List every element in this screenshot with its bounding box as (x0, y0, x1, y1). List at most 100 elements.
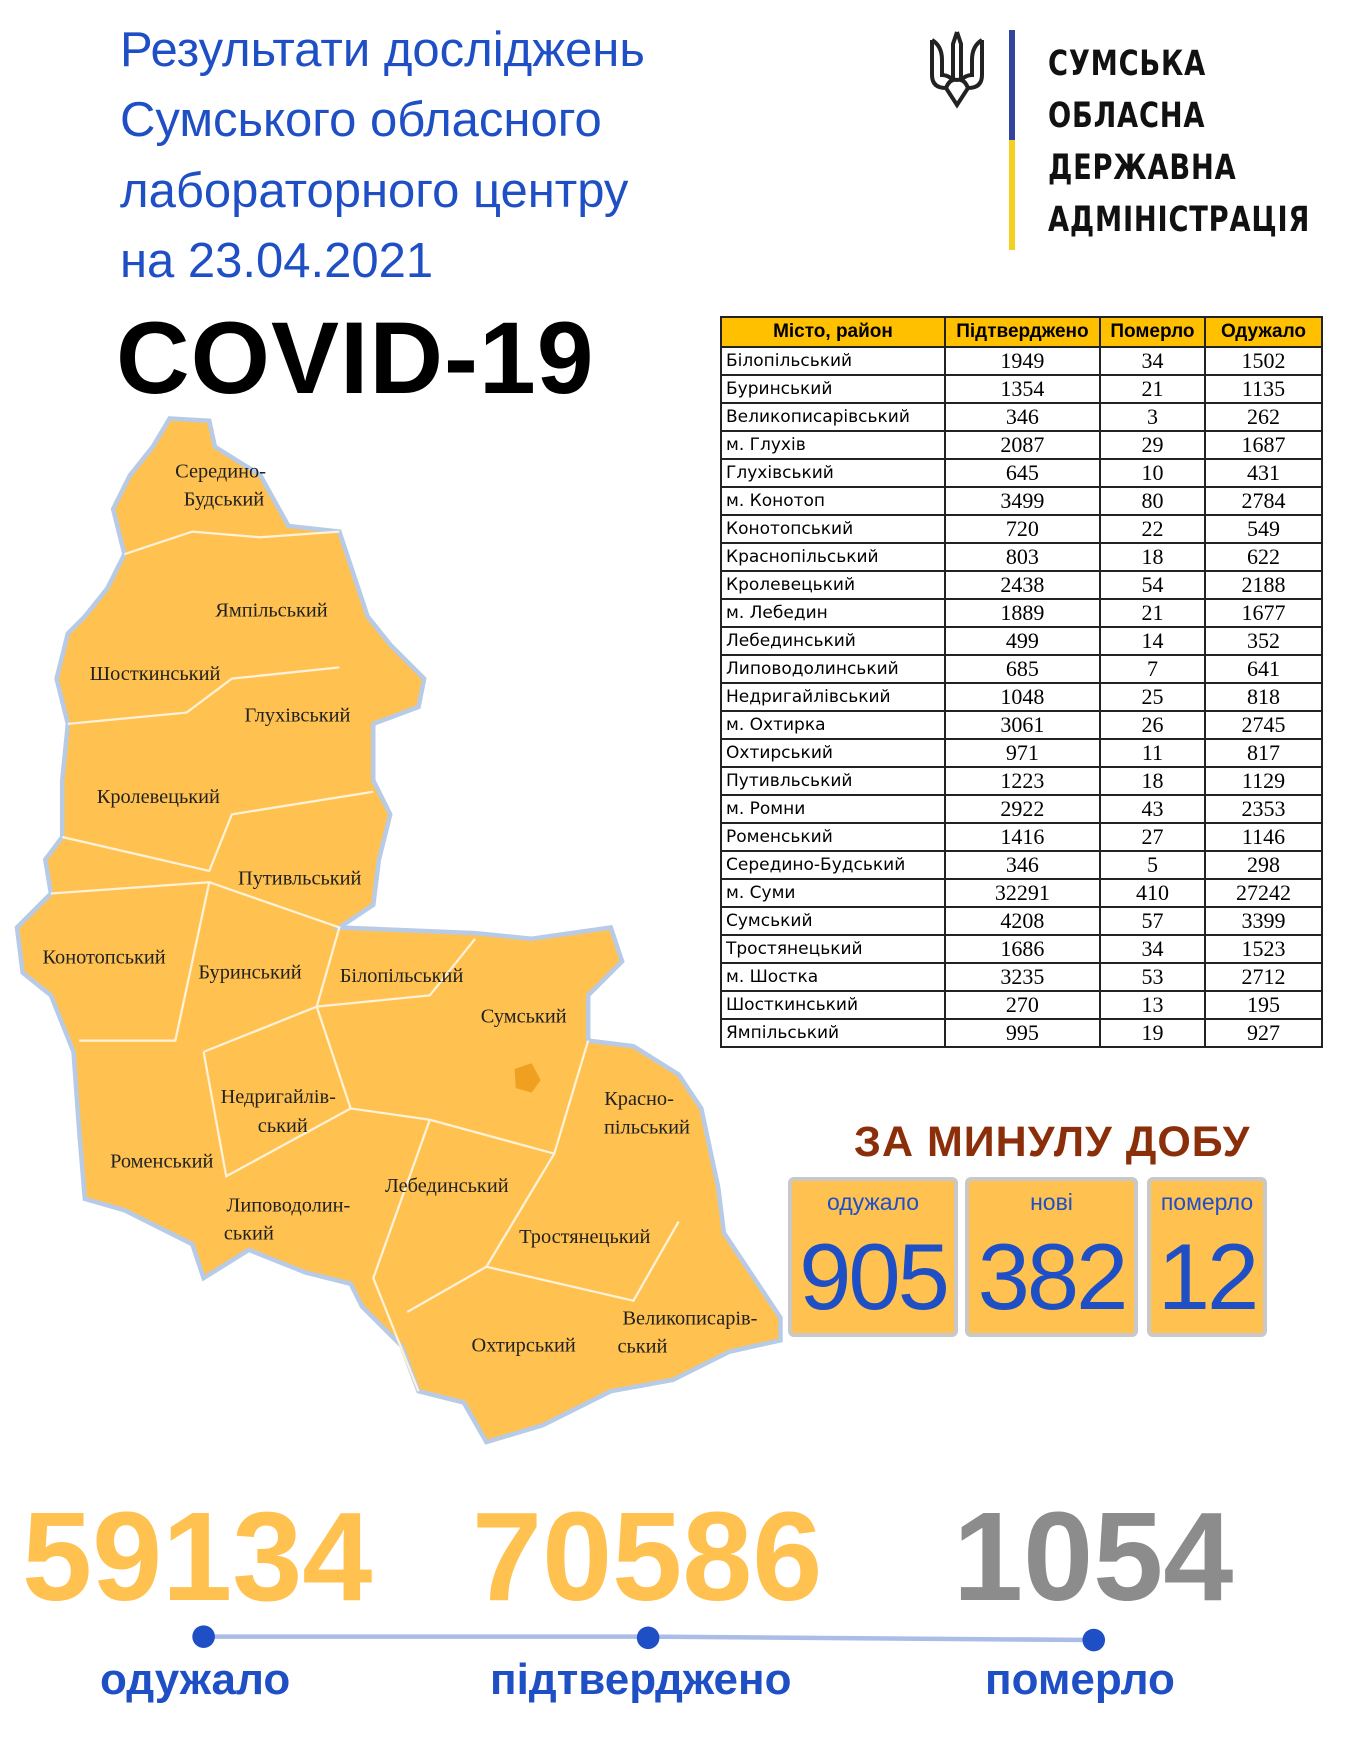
stat-value: 25 (1098, 682, 1206, 712)
stat-value: 2353 (1203, 794, 1324, 824)
district-label: Шосткинський (90, 663, 221, 685)
district-label: ський (258, 1115, 308, 1137)
stat-value: 2438 (943, 570, 1101, 600)
stat-value: 18 (1098, 542, 1206, 572)
table-row: Недригайлівський 1048 25 818 (720, 682, 1324, 712)
column-header: Місто, район (720, 316, 946, 348)
trident-icon (930, 31, 984, 109)
daily-title: ЗА МИНУЛУ ДОБУ (854, 1118, 1251, 1166)
district-name: Роменський (720, 822, 946, 852)
district-name: Липоводолинський (720, 654, 946, 684)
stat-value: 54 (1098, 570, 1206, 600)
stat-value: 27 (1098, 822, 1206, 852)
stat-value: 1949 (943, 346, 1101, 376)
stat-value: 1523 (1203, 934, 1324, 964)
table-header-row: Місто, район Підтверджено Померло Одужало (720, 316, 1324, 348)
box-label: нові (1030, 1189, 1073, 1215)
stat-value: 1129 (1203, 766, 1324, 796)
district-name: м. Глухів (720, 430, 946, 460)
district-name: Сумський (720, 906, 946, 936)
stat-value: 3235 (943, 962, 1101, 992)
stat-value: 352 (1203, 626, 1324, 656)
title-line: Сумського обласного (120, 93, 602, 147)
district-name: Краснопільський (720, 542, 946, 572)
district-name: Тростянецький (720, 934, 946, 964)
total-recovered: 59134 (22, 1486, 373, 1627)
column-header: Підтверджено (943, 316, 1101, 348)
stat-value: 27242 (1203, 878, 1324, 908)
district-label: Лебединський (385, 1175, 509, 1197)
table-row: м. Суми 32291 410 27242 (720, 878, 1324, 908)
stat-value: 1889 (943, 598, 1101, 628)
stat-value: 270 (943, 990, 1101, 1020)
stat-value: 1135 (1203, 374, 1324, 404)
district-labels: Середино- Будський Ямпільський Шосткинсь… (42, 460, 757, 1357)
district-name: Глухівський (720, 458, 946, 488)
table-row: Сумський 4208 57 3399 (720, 906, 1324, 936)
table-row: Середино-Будський 346 5 298 (720, 850, 1324, 880)
district-label: Буринський (198, 961, 301, 983)
stat-value: 817 (1203, 738, 1324, 768)
stat-value: 803 (943, 542, 1101, 572)
stat-value: 971 (943, 738, 1101, 768)
district-label: Кролевецький (97, 786, 220, 808)
stat-value: 927 (1203, 1018, 1324, 1048)
table-row: Охтирський 971 11 817 (720, 738, 1324, 768)
district-label: Білопільський (340, 965, 464, 987)
total-deaths: 1054 (953, 1486, 1234, 1627)
org-line: ДЕРЖАВНА (1048, 148, 1237, 188)
stat-value: 346 (943, 402, 1101, 432)
stat-value: 34 (1098, 346, 1206, 376)
daily-new-box: нові 382 (965, 1177, 1138, 1337)
table-row: Роменський 1416 27 1146 (720, 822, 1324, 852)
district-name: Середино-Будський (720, 850, 946, 880)
sumy-city-marker (514, 1063, 541, 1093)
table-row: м. Шостка 3235 53 2712 (720, 962, 1324, 992)
district-stats-table: Місто, район Підтверджено Померло Одужало Б… (720, 316, 1324, 1048)
org-line: ОБЛАСНА (1048, 96, 1206, 136)
district-name: м. Шостка (720, 962, 946, 992)
district-name: м. Ромни (720, 794, 946, 824)
district-label: Будський (184, 489, 264, 511)
stat-value: 2188 (1203, 570, 1324, 600)
district-label: ський (224, 1223, 274, 1245)
table-row: Лебединський 499 14 352 (720, 626, 1324, 656)
table-row: Кролевецький 2438 54 2188 (720, 570, 1324, 600)
district-borders (50, 530, 680, 1392)
stat-value: 2712 (1203, 962, 1324, 992)
table-row: м. Конотоп 3499 80 2784 (720, 486, 1324, 516)
stat-value: 622 (1203, 542, 1324, 572)
district-label: Тростянецький (519, 1226, 650, 1248)
district-name: Конотопський (720, 514, 946, 544)
stat-value: 3399 (1203, 906, 1324, 936)
stat-value: 14 (1098, 626, 1206, 656)
district-label: Середино- (175, 460, 266, 482)
table-row: м. Ромни 2922 43 2353 (720, 794, 1324, 824)
district-label: Сумський (481, 1005, 567, 1027)
stat-value: 5 (1098, 850, 1206, 880)
table-row: Буринський 1354 21 1135 (720, 374, 1324, 404)
covid-heading: COVID-19 (116, 301, 595, 415)
region-outline (14, 416, 783, 1445)
district-label: Путивльський (238, 867, 361, 889)
table-row: Глухівський 645 10 431 (720, 458, 1324, 488)
stat-value: 818 (1203, 682, 1324, 712)
stat-value: 2087 (943, 430, 1101, 460)
stat-value: 22 (1098, 514, 1206, 544)
district-label: Великописарів- (622, 1307, 757, 1329)
stat-value: 1048 (943, 682, 1101, 712)
box-value: 382 (977, 1224, 1129, 1329)
stat-value: 26 (1098, 710, 1206, 740)
district-name: Ямпільський (720, 1018, 946, 1048)
district-label: пільський (604, 1116, 690, 1138)
table-row: Конотопський 720 22 549 (720, 514, 1324, 544)
stat-value: 298 (1203, 850, 1324, 880)
district-name: Недригайлівський (720, 682, 946, 712)
table-row: Тростянецький 1686 34 1523 (720, 934, 1324, 964)
connector-dot (192, 1625, 215, 1648)
district-label: Липоводолин- (227, 1194, 351, 1216)
table-row: Білопільський 1949 34 1502 (720, 346, 1324, 376)
district-name: м. Охтирка (720, 710, 946, 740)
stat-value: 21 (1098, 374, 1206, 404)
district-label: Роменський (110, 1150, 213, 1172)
